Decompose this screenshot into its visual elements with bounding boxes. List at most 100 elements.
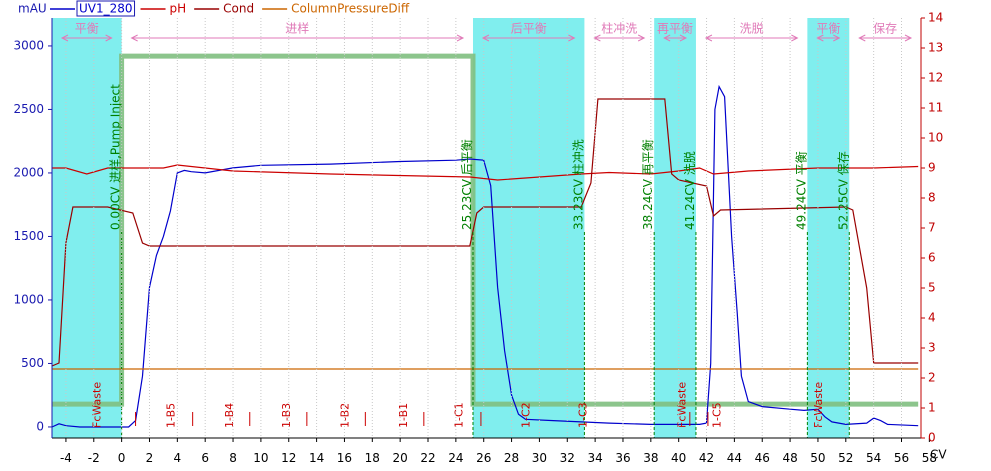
x-tick-label: 42 [699,451,714,465]
marker-label: 38.24CV 再平衡 [641,139,655,230]
x-tick-label: -2 [88,451,100,465]
marker-label: 25.23CV 后平衡 [460,139,474,230]
y2-tick-label: 3 [928,341,936,355]
phase-arrow [663,34,688,42]
x-tick-label: 14 [309,451,324,465]
legend-label: UV1_280 [79,2,133,16]
x-tick-label: 56 [894,451,909,465]
x-tick-label: 58 [922,451,937,465]
y2-tick-label: 10 [928,131,943,145]
y2-tick-label: 5 [928,281,936,295]
y-tick-label: 0 [36,419,44,433]
x-tick-label: 40 [671,451,686,465]
x-tick-label: 12 [281,451,296,465]
phase-arrow [60,34,113,42]
x-tick-label: 16 [337,451,352,465]
y2-tick-label: 7 [928,221,936,235]
fraction-label: 1-B2 [338,403,351,428]
fraction-label: FcWaste [91,382,104,428]
marker-label: 52.25CV 保存 [836,151,850,230]
marker-label: 41.24CV 洗脱 [682,151,697,230]
phase-label: 后平衡 [511,22,547,36]
phase-arrow [816,34,841,42]
fraction-label: 1-B1 [397,403,410,428]
phase-label: 洗脱 [740,21,764,36]
y-tick-label: 2000 [13,165,44,179]
fraction-label: 1-C3 [577,402,590,428]
phase-arrow [481,34,576,42]
plot-area: -5.00CV 平衡 0.00CV 进样,Pump Inject 25.23CV 后… [52,18,919,438]
phase-region [807,18,850,438]
legend-label: Cond [223,2,254,16]
y2-tick-label: 11 [928,101,943,115]
marker-label: 49.24CV 平衡 [794,151,808,230]
phase-arrow [593,34,646,42]
fraction-label: 1-B3 [280,403,293,428]
marker-label: 33.23CV 柱冲洗 [570,139,585,230]
x-tick-label: 26 [476,451,491,465]
fraction-label: FcWaste [675,382,688,428]
y2-tick-label: 4 [928,311,936,325]
y2-tick-label: 13 [928,41,943,55]
x-tick-label: 10 [253,451,268,465]
x-tick-label: 2 [146,451,154,465]
legend-label: ColumnPressureDiff [291,2,410,16]
x-tick-label: 32 [560,451,575,465]
y-tick-label: 1000 [13,292,44,306]
y-tick-label: 500 [21,356,44,370]
y2-tick-label: 14 [928,11,943,25]
x-tick-label: 24 [448,451,463,465]
fraction-label: 1-B5 [164,403,177,428]
fraction-label: 1-C5 [710,402,723,428]
marker-label: 0.00CV 进样,Pump Inject [108,84,123,230]
y2-tick-label: 1 [928,401,936,415]
x-tick-label: 0 [118,451,126,465]
x-tick-label: 52 [838,451,853,465]
y2-tick-label: 12 [928,71,943,85]
phase-arrow [130,34,465,42]
x-tick-label: 46 [755,451,770,465]
x-axis-label: CV [930,448,947,462]
x-tick-label: 20 [393,451,408,465]
y-axis-label: mAU [18,2,47,16]
phase-region [52,18,122,438]
legend-label: pH [170,2,187,16]
phase-label: 平衡 [75,22,99,36]
x-tick-label: 50 [810,451,825,465]
phase-label: 再平衡 [657,22,693,36]
fraction-label: 1-B4 [223,403,236,428]
series-line [52,98,919,367]
legend-selected [76,0,136,17]
phase-arrow [858,34,913,42]
x-tick-label: 22 [420,451,435,465]
x-tick-label: 4 [174,451,182,465]
x-tick-label: 28 [504,451,519,465]
phase-label: 柱冲洗 [601,21,637,36]
x-tick-label: 48 [782,451,797,465]
x-tick-label: 34 [587,451,602,465]
y2-tick-label: 8 [928,191,936,205]
x-tick-label: 6 [201,451,209,465]
phase-label: 保存 [873,22,897,36]
x-tick-label: 54 [866,451,881,465]
step-line [52,53,919,407]
x-tick-label: -4 [60,451,72,465]
x-tick-label: 30 [532,451,547,465]
x-tick-label: 38 [643,451,658,465]
phase-arrow [704,34,799,42]
series-line [52,84,919,428]
x-tick-label: 8 [229,451,237,465]
y2-tick-label: 9 [928,161,936,175]
y-tick-label: 3000 [13,38,44,52]
y-tick-label: 2500 [13,102,44,116]
phase-label: 进样 [285,21,309,36]
fraction-label: 1-C1 [453,402,466,428]
fraction-label: 1-C2 [519,402,532,428]
phase-region [654,18,696,438]
fraction-label: FcWaste [812,382,825,428]
phase-label: 平衡 [816,22,840,36]
x-tick-label: 44 [727,451,742,465]
x-tick-label: 18 [365,451,380,465]
phase-region [472,18,585,438]
x-tick-label: 36 [615,451,630,465]
